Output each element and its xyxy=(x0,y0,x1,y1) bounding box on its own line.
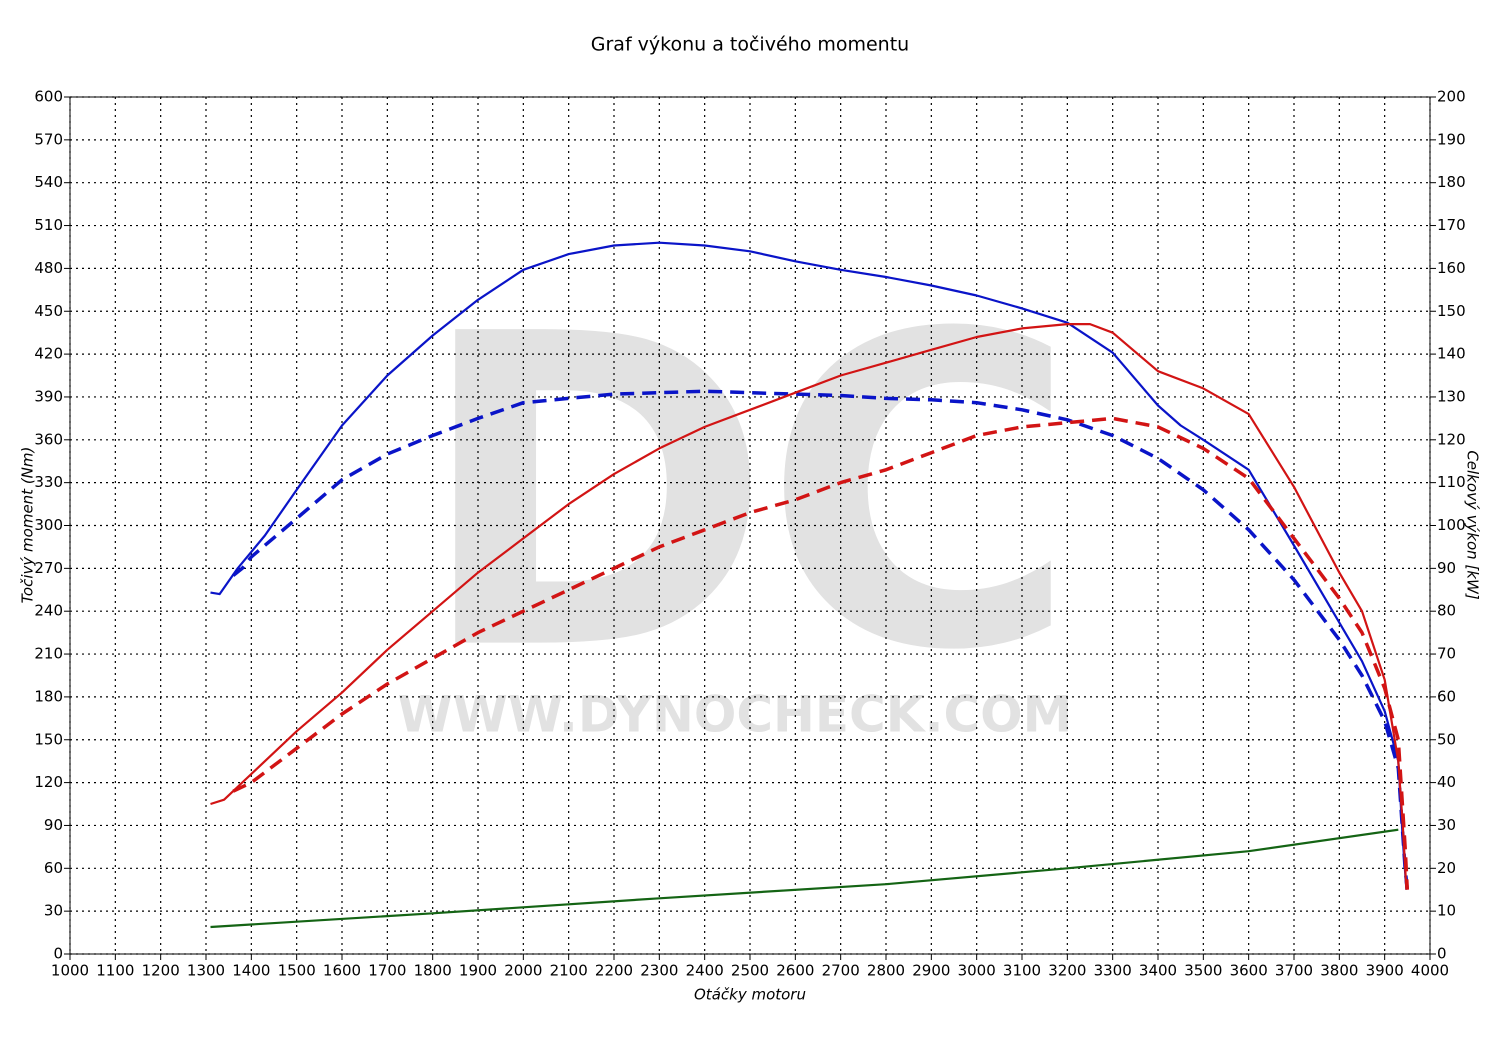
y-tick-label: 450 xyxy=(34,302,63,320)
y2-tick-label: 20 xyxy=(1437,859,1456,877)
x-tick-label: 1000 xyxy=(51,962,89,980)
x-tick-label: 2500 xyxy=(731,962,769,980)
y2-axis-label: Celkový výkon [kW] xyxy=(1464,450,1482,600)
x-tick-label: 1200 xyxy=(142,962,180,980)
x-tick-label: 2100 xyxy=(550,962,588,980)
y2-tick-label: 200 xyxy=(1437,88,1466,106)
x-tick-label: 3300 xyxy=(1094,962,1132,980)
y2-tick-label: 40 xyxy=(1437,773,1456,791)
x-tick-label: 3900 xyxy=(1366,962,1404,980)
watermark-url: WWW.DYNOCHECK.COM xyxy=(398,686,1073,744)
y2-tick-label: 10 xyxy=(1437,902,1456,920)
x-tick-label: 2200 xyxy=(595,962,633,980)
series-line xyxy=(210,828,1399,929)
x-tick-label: 3100 xyxy=(1003,962,1041,980)
y2-tick-label: 150 xyxy=(1437,302,1466,320)
y2-tick-label: 90 xyxy=(1437,559,1456,577)
x-tick-label: 3000 xyxy=(958,962,996,980)
y-tick-label: 570 xyxy=(34,130,63,148)
y-tick-label: 270 xyxy=(34,559,63,577)
y2-tick-label: 120 xyxy=(1437,430,1466,448)
y-tick-label: 0 xyxy=(53,945,63,963)
x-tick-label: 3200 xyxy=(1048,962,1086,980)
y-tick-label: 480 xyxy=(34,259,63,277)
y-tick-label: 390 xyxy=(34,387,63,405)
series-line xyxy=(232,416,1410,890)
x-tick-label: 4000 xyxy=(1411,962,1449,980)
y2-tick-label: 30 xyxy=(1437,816,1456,834)
y2-tick-label: 70 xyxy=(1437,645,1456,663)
x-tick-label: 2000 xyxy=(504,962,542,980)
x-tick-label: 3500 xyxy=(1184,962,1222,980)
y2-tick-label: 60 xyxy=(1437,687,1456,705)
x-tick-label: 1400 xyxy=(232,962,270,980)
y-tick-label: 90 xyxy=(44,816,63,834)
x-tick-label: 2900 xyxy=(912,962,950,980)
y2-tick-label: 100 xyxy=(1437,516,1466,534)
y-tick-label: 540 xyxy=(34,173,63,191)
x-tick-label: 1800 xyxy=(414,962,452,980)
y2-tick-label: 0 xyxy=(1437,945,1447,963)
y-tick-label: 240 xyxy=(34,602,63,620)
y2-tick-label: 130 xyxy=(1437,387,1466,405)
y2-tick-label: 170 xyxy=(1437,216,1466,234)
y2-tick-label: 180 xyxy=(1437,173,1466,191)
y2-tick-label: 140 xyxy=(1437,345,1466,363)
series-line xyxy=(210,323,1408,890)
y-tick-label: 30 xyxy=(44,902,63,920)
watermark: DC xyxy=(416,245,1069,745)
y2-tick-label: 190 xyxy=(1437,130,1466,148)
x-tick-label: 1700 xyxy=(368,962,406,980)
y-tick-label: 210 xyxy=(34,645,63,663)
y2-tick-label: 110 xyxy=(1437,473,1466,491)
y-tick-label: 330 xyxy=(34,473,63,491)
x-tick-label: 1300 xyxy=(187,962,225,980)
series-line xyxy=(210,241,1408,890)
y2-tick-label: 50 xyxy=(1437,730,1456,748)
x-tick-label: 1100 xyxy=(96,962,134,980)
y-tick-label: 420 xyxy=(34,345,63,363)
x-tick-label: 3700 xyxy=(1275,962,1313,980)
x-tick-label: 1500 xyxy=(278,962,316,980)
y-tick-label: 60 xyxy=(44,859,63,877)
x-axis-label: Otáčky motoru xyxy=(694,986,806,1004)
x-tick-label: 3400 xyxy=(1139,962,1177,980)
chart-title: Graf výkonu a točivého momentu xyxy=(591,34,909,56)
x-tick-label: 2300 xyxy=(640,962,678,980)
y-tick-label: 360 xyxy=(34,430,63,448)
x-tick-label: 1900 xyxy=(459,962,497,980)
y-tick-label: 300 xyxy=(34,516,63,534)
y-tick-label: 510 xyxy=(34,216,63,234)
x-tick-label: 3800 xyxy=(1320,962,1358,980)
plot-frame xyxy=(69,96,1431,955)
x-tick-label: 1600 xyxy=(323,962,361,980)
y-tick-label: 150 xyxy=(34,730,63,748)
x-tick-label: 3600 xyxy=(1230,962,1268,980)
y-axis-label: Točivý moment (Nm) xyxy=(19,447,37,604)
series-line xyxy=(232,389,1410,890)
x-tick-label: 2700 xyxy=(822,962,860,980)
x-tick-label: 2800 xyxy=(867,962,905,980)
y2-tick-label: 80 xyxy=(1437,602,1456,620)
y-tick-label: 600 xyxy=(34,88,63,106)
x-tick-label: 2600 xyxy=(776,962,814,980)
y-tick-label: 120 xyxy=(34,773,63,791)
x-tick-label: 2400 xyxy=(686,962,724,980)
y2-tick-label: 160 xyxy=(1437,259,1466,277)
y-tick-label: 180 xyxy=(34,687,63,705)
